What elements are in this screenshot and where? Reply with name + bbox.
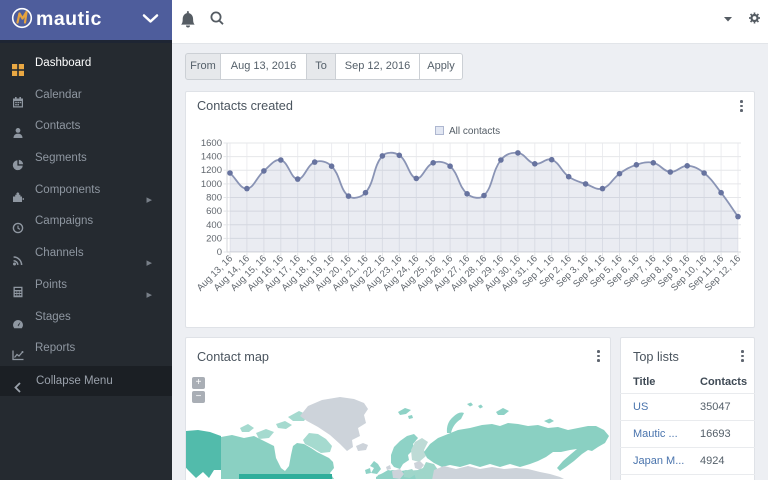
svg-text:mautic: mautic — [36, 8, 102, 30]
svg-text:800: 800 — [206, 193, 222, 204]
svg-text:400: 400 — [206, 220, 222, 231]
svg-text:1400: 1400 — [201, 152, 222, 163]
svg-text:1600: 1600 — [201, 138, 222, 149]
svg-text:1200: 1200 — [201, 165, 222, 176]
svg-text:0: 0 — [217, 247, 222, 258]
svg-text:600: 600 — [206, 206, 222, 217]
svg-text:200: 200 — [206, 233, 222, 244]
svg-text:1000: 1000 — [201, 179, 222, 190]
